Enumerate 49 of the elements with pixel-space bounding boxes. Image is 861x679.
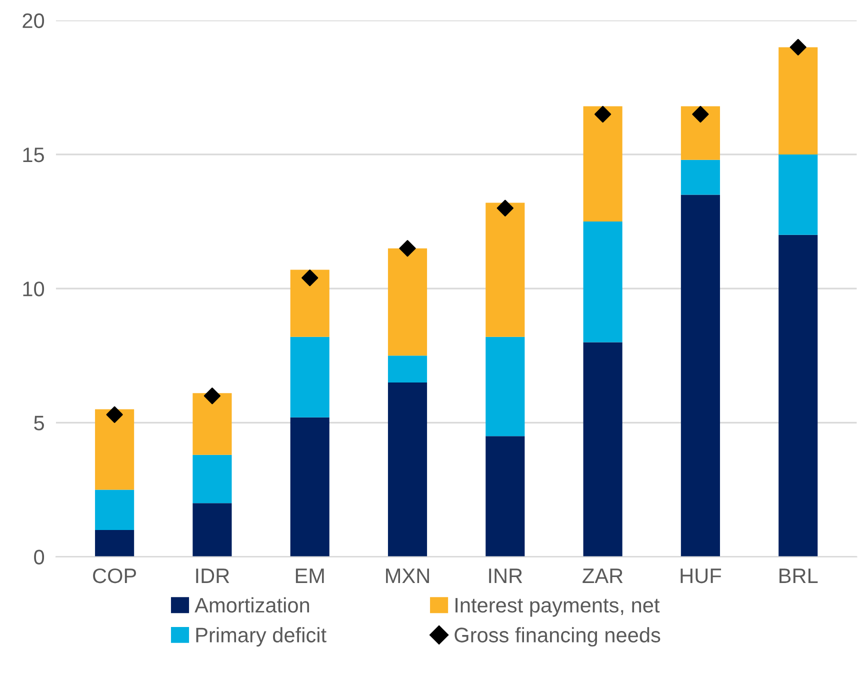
legend-label: Gross financing needs <box>454 627 660 647</box>
bar <box>583 222 622 342</box>
bar <box>192 454 232 504</box>
bar <box>290 336 330 418</box>
x-tick-label: BRL <box>780 568 818 583</box>
x-tick-label: COP <box>93 568 136 584</box>
legend-label: Amortization <box>194 597 310 613</box>
bar <box>290 270 330 337</box>
bar <box>680 194 720 557</box>
bar <box>95 409 134 490</box>
y-tick-label: 10 <box>23 282 44 296</box>
bar <box>486 202 525 337</box>
bar <box>388 382 428 557</box>
x-tick-label: IDR <box>196 568 230 583</box>
x-tick-label: EM <box>296 568 324 583</box>
legend-label: Primary deficit <box>196 627 326 647</box>
bar <box>95 490 134 530</box>
bar <box>778 47 818 154</box>
bar <box>95 530 134 557</box>
point <box>399 240 416 257</box>
bar <box>778 234 818 557</box>
bar <box>680 106 720 160</box>
y-tick-label: 15 <box>23 148 44 162</box>
bar <box>290 417 330 557</box>
point <box>496 200 514 216</box>
bar <box>192 393 232 455</box>
x-tick-label: INR <box>489 568 522 583</box>
bar <box>680 160 720 195</box>
bar <box>486 436 525 557</box>
y-tick-label: 5 <box>34 416 44 430</box>
bar <box>583 342 622 557</box>
point <box>790 38 806 56</box>
bar <box>778 154 818 235</box>
point <box>302 270 318 286</box>
x-tick-label: MXN <box>386 568 429 583</box>
x-tick-label: ZAR <box>582 568 623 583</box>
bar <box>486 336 525 436</box>
bar <box>388 356 428 382</box>
legend-label: Interest payments, net <box>456 598 660 617</box>
bar <box>583 106 622 222</box>
point <box>204 388 221 404</box>
y-tick-label: 0 <box>34 550 44 565</box>
y-tick-label: 20 <box>22 13 44 28</box>
point <box>106 406 123 423</box>
bar <box>192 503 232 557</box>
x-tick-label: HUF <box>680 568 722 584</box>
bar <box>388 248 428 356</box>
point <box>692 106 709 123</box>
point <box>594 106 612 123</box>
